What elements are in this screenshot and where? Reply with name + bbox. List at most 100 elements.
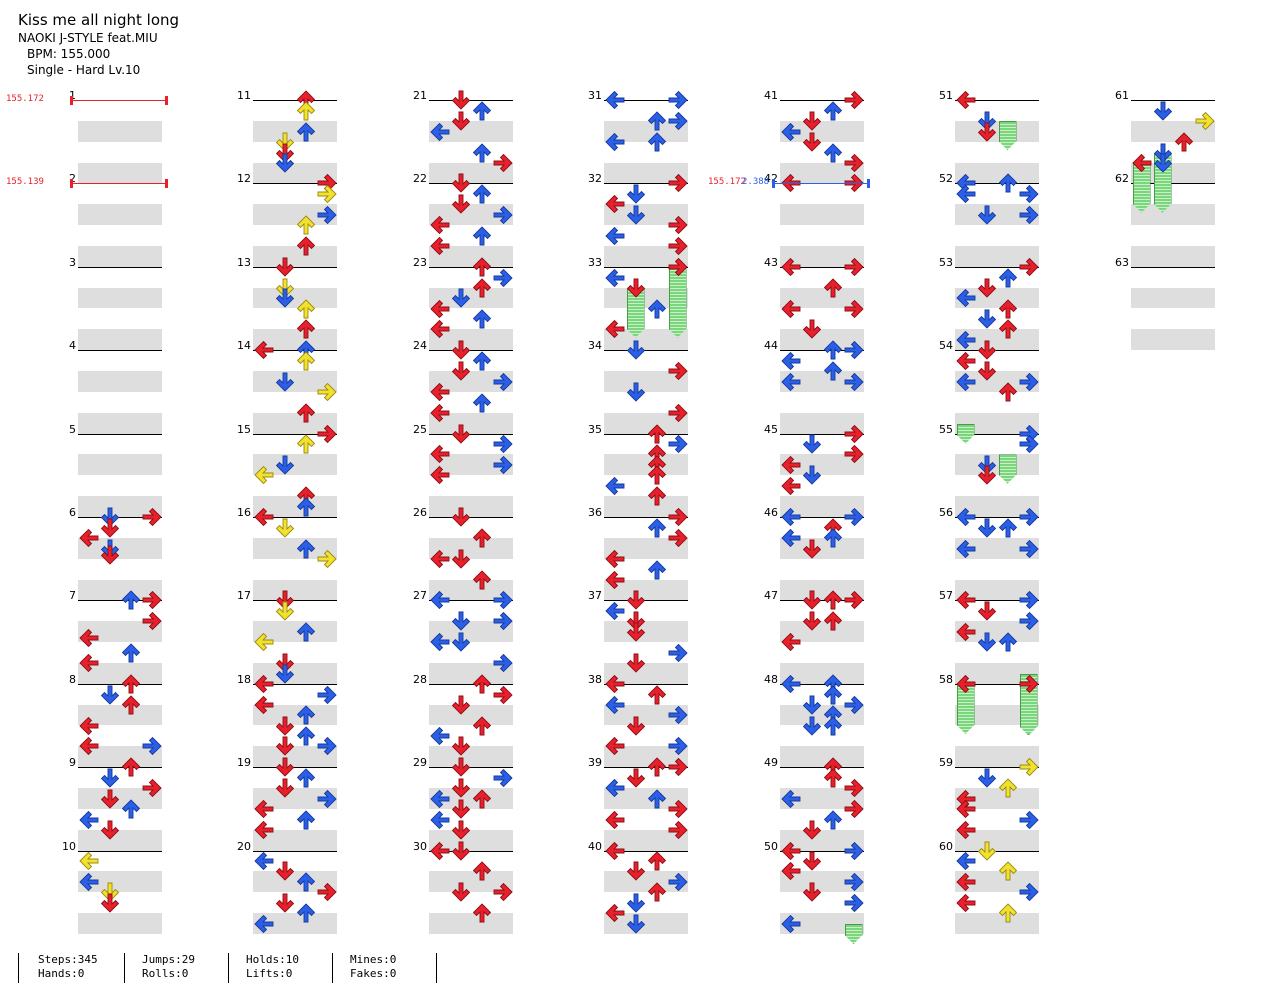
stats-divider xyxy=(436,953,437,983)
up-arrow-icon xyxy=(296,298,315,318)
stat-holds: Holds:10 xyxy=(246,953,299,966)
beat-stripe xyxy=(955,412,1039,434)
beat-stripe xyxy=(429,913,513,934)
down-arrow-icon xyxy=(977,768,996,788)
left-arrow-icon xyxy=(78,810,98,829)
measure-number: 56 xyxy=(939,506,953,519)
left-arrow-icon xyxy=(429,445,449,464)
measure-number: 57 xyxy=(939,589,953,603)
up-arrow-icon xyxy=(121,757,140,777)
measure-number: 63 xyxy=(1115,255,1129,269)
measure-number: 33 xyxy=(588,255,602,269)
down-arrow-icon xyxy=(100,789,119,809)
measure-line xyxy=(955,350,1039,352)
stat-mines: Mines:0 xyxy=(350,953,397,966)
left-arrow-icon xyxy=(955,894,975,913)
measure-number: 35 xyxy=(588,422,602,436)
stat-lifts: Lifts:0 xyxy=(246,967,293,980)
beat-stripe xyxy=(253,204,337,226)
beat-stripe xyxy=(780,788,864,809)
right-arrow-icon xyxy=(1019,674,1039,693)
left-arrow-icon xyxy=(429,727,449,746)
beat-stripe xyxy=(78,621,162,643)
beat-stripe xyxy=(253,412,337,434)
left-arrow-icon xyxy=(78,737,98,756)
measure-number: 12 xyxy=(237,172,251,186)
up-arrow-icon xyxy=(823,142,842,162)
left-arrow-icon xyxy=(253,695,273,714)
measure-line xyxy=(429,767,513,769)
up-arrow-icon xyxy=(998,632,1017,652)
left-arrow-icon xyxy=(955,90,975,110)
measure-line xyxy=(955,683,1039,685)
left-arrow-icon xyxy=(604,778,624,798)
measure-line xyxy=(604,683,688,685)
right-arrow-icon xyxy=(668,528,688,547)
beat-stripe xyxy=(1131,329,1215,351)
right-arrow-icon xyxy=(317,789,337,809)
measure-line xyxy=(253,850,337,852)
song-artist: NAOKI J-STYLE feat.MIU xyxy=(18,31,158,45)
right-arrow-icon xyxy=(1019,758,1039,777)
down-arrow-icon xyxy=(275,893,294,913)
beat-stripe xyxy=(78,162,162,184)
beat-stripe xyxy=(253,120,337,142)
measure-line xyxy=(253,183,337,185)
right-arrow-icon xyxy=(142,737,162,756)
measure-number: 44 xyxy=(764,339,778,353)
up-arrow-icon xyxy=(823,685,842,705)
measure-number: 52 xyxy=(939,172,953,186)
measure-line xyxy=(604,850,688,852)
right-arrow-icon xyxy=(317,424,337,443)
up-arrow-icon xyxy=(472,278,491,298)
measure-line xyxy=(780,266,864,268)
measure-number: 38 xyxy=(588,672,602,686)
beat-stripe xyxy=(429,829,513,851)
right-arrow-icon xyxy=(668,361,688,381)
down-arrow-icon xyxy=(451,882,470,902)
measure-number: 4 xyxy=(69,339,76,353)
beat-stripe xyxy=(604,204,688,226)
down-arrow-icon xyxy=(802,111,821,131)
beat-stripe xyxy=(78,829,162,851)
down-arrow-icon xyxy=(451,778,470,798)
left-arrow-icon xyxy=(955,351,975,371)
right-arrow-icon xyxy=(493,653,513,673)
up-arrow-icon xyxy=(472,393,491,413)
right-arrow-icon xyxy=(844,778,864,798)
down-arrow-icon xyxy=(451,695,470,715)
down-arrow-icon xyxy=(802,851,821,872)
up-arrow-icon xyxy=(647,851,666,871)
up-arrow-icon xyxy=(998,903,1017,923)
measure-number: 47 xyxy=(764,589,778,603)
down-arrow-icon xyxy=(451,736,470,756)
left-arrow-icon xyxy=(780,351,800,371)
left-arrow-icon xyxy=(780,257,800,276)
left-arrow-icon xyxy=(955,622,975,642)
left-arrow-icon xyxy=(604,549,624,568)
beat-stripe xyxy=(1131,245,1215,267)
right-arrow-icon xyxy=(668,507,688,527)
measure-line xyxy=(78,433,162,435)
right-arrow-icon xyxy=(668,236,688,256)
down-arrow-icon xyxy=(451,507,470,527)
down-arrow-icon xyxy=(977,455,996,475)
down-arrow-icon xyxy=(1153,153,1172,173)
left-arrow-icon xyxy=(780,632,800,652)
up-arrow-icon xyxy=(647,559,666,579)
left-arrow-icon xyxy=(253,674,273,693)
measure-line xyxy=(604,517,688,518)
beat-stripe xyxy=(429,162,513,184)
right-arrow-icon xyxy=(668,737,688,756)
measure-line xyxy=(253,266,337,268)
beat-stripe xyxy=(955,662,1039,684)
up-arrow-icon xyxy=(823,361,842,381)
beat-stripe xyxy=(429,704,513,726)
hold-body xyxy=(669,267,687,338)
down-arrow-icon xyxy=(626,861,645,882)
measure-line xyxy=(78,266,162,268)
right-arrow-icon xyxy=(142,507,162,527)
down-arrow-icon xyxy=(626,590,645,611)
beat-stripe xyxy=(78,412,162,434)
measure-line xyxy=(78,850,162,852)
